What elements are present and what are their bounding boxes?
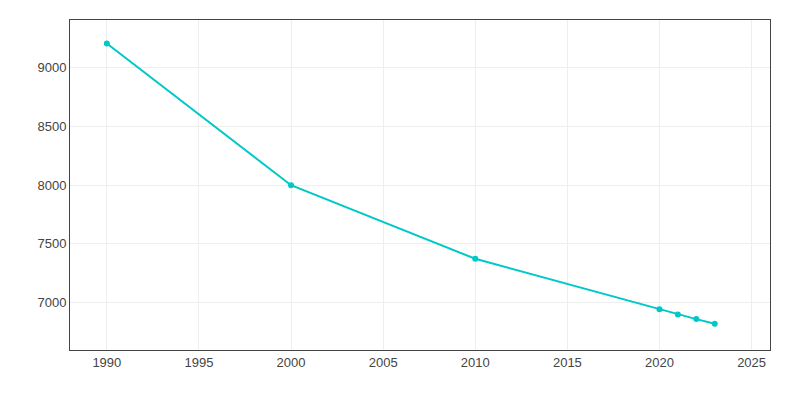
svg-text:2000: 2000 [277, 355, 306, 370]
svg-text:7000: 7000 [37, 295, 66, 310]
svg-text:9000: 9000 [37, 60, 66, 75]
svg-text:2005: 2005 [369, 355, 398, 370]
svg-text:8000: 8000 [37, 178, 66, 193]
svg-text:1990: 1990 [92, 355, 121, 370]
svg-text:2010: 2010 [461, 355, 490, 370]
svg-text:2020: 2020 [645, 355, 674, 370]
svg-text:7500: 7500 [37, 236, 66, 251]
svg-text:8500: 8500 [37, 119, 66, 134]
svg-text:2025: 2025 [737, 355, 766, 370]
svg-text:1995: 1995 [184, 355, 213, 370]
svg-text:2015: 2015 [553, 355, 582, 370]
